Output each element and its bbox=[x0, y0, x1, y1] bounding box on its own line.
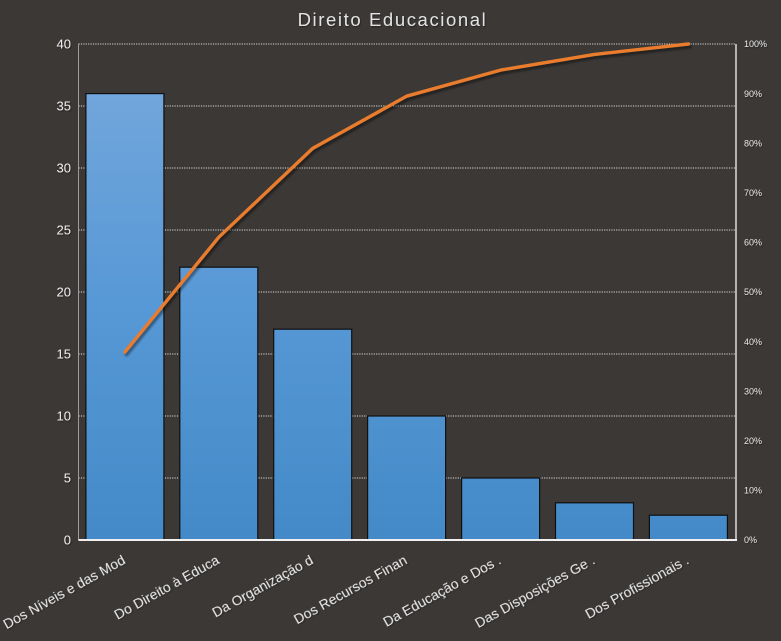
svg-text:10%: 10% bbox=[744, 486, 762, 496]
svg-text:35: 35 bbox=[57, 99, 71, 114]
svg-text:50%: 50% bbox=[744, 287, 762, 297]
svg-text:40: 40 bbox=[57, 37, 71, 52]
svg-text:90%: 90% bbox=[744, 89, 762, 99]
svg-text:10: 10 bbox=[57, 409, 71, 424]
svg-text:60%: 60% bbox=[744, 238, 762, 248]
svg-text:30: 30 bbox=[57, 161, 71, 176]
svg-text:25: 25 bbox=[57, 223, 71, 238]
svg-text:0: 0 bbox=[64, 533, 71, 548]
svg-text:5: 5 bbox=[64, 471, 71, 486]
svg-text:100%: 100% bbox=[744, 39, 767, 49]
svg-text:Direito Educacional: Direito Educacional bbox=[298, 9, 488, 30]
svg-text:15: 15 bbox=[57, 347, 71, 362]
svg-text:0%: 0% bbox=[744, 535, 757, 545]
svg-text:40%: 40% bbox=[744, 337, 762, 347]
svg-text:20: 20 bbox=[57, 285, 71, 300]
svg-text:70%: 70% bbox=[744, 188, 762, 198]
svg-text:20%: 20% bbox=[744, 436, 762, 446]
svg-text:80%: 80% bbox=[744, 138, 762, 148]
svg-text:30%: 30% bbox=[744, 386, 762, 396]
